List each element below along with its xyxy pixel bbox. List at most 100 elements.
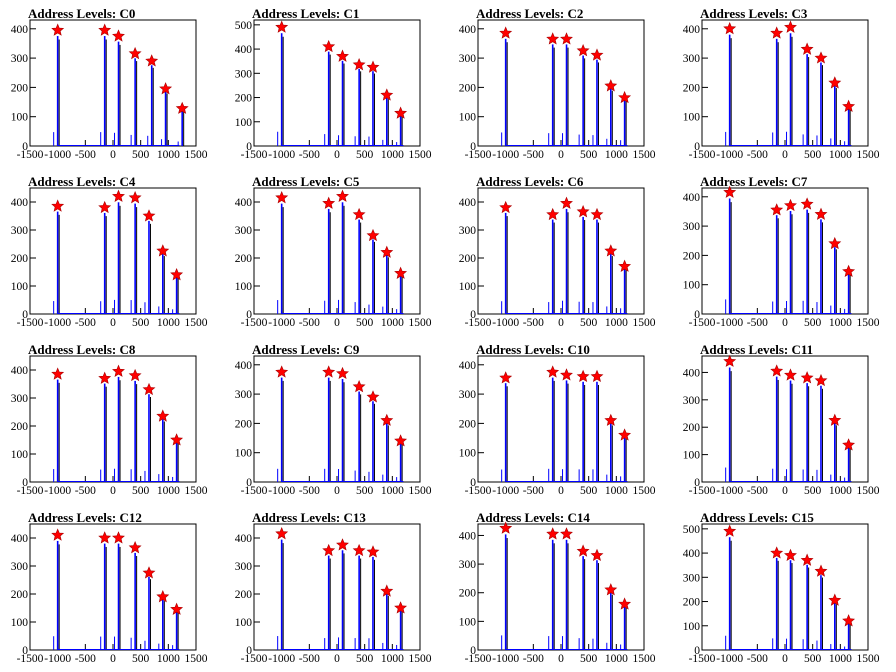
x-tick-label: -1500 bbox=[241, 317, 268, 329]
panel-title: Address Levels: C4 bbox=[28, 174, 136, 189]
chart-panel: 0 100 200 300 400 -1500 -1000 -500 0 500 1000 1500 A… bbox=[0, 336, 224, 504]
y-tick-label: 0 bbox=[246, 645, 252, 657]
peak-marker bbox=[366, 60, 380, 73]
y-tick-label: 0 bbox=[246, 309, 252, 321]
x-tick-label: 1500 bbox=[857, 317, 880, 329]
x-tick-label: -500 bbox=[747, 317, 768, 329]
y-tick-label: 100 bbox=[11, 112, 29, 124]
x-tick-label: 500 bbox=[580, 653, 598, 665]
x-tick-label: -1000 bbox=[268, 149, 295, 161]
x-tick-label: -1500 bbox=[689, 485, 716, 497]
x-tick-label: -500 bbox=[75, 485, 96, 497]
x-tick-label: 0 bbox=[558, 149, 564, 161]
x-tick-label: 500 bbox=[132, 653, 150, 665]
x-tick-label: 0 bbox=[334, 317, 340, 329]
peak-marker bbox=[723, 524, 737, 537]
x-tick-label: 1500 bbox=[633, 317, 656, 329]
peak-marker bbox=[51, 199, 65, 212]
peak-marker bbox=[352, 207, 366, 221]
peak-marker bbox=[112, 29, 125, 42]
x-tick-label: -500 bbox=[523, 149, 544, 161]
peak-marker bbox=[770, 26, 784, 39]
x-tick-label: -1000 bbox=[268, 485, 295, 497]
peak-marker bbox=[560, 527, 573, 540]
x-tick-label: 500 bbox=[580, 317, 598, 329]
peak-marker bbox=[590, 548, 604, 562]
y-tick-label: 100 bbox=[683, 450, 701, 462]
x-tick-label: -1500 bbox=[17, 317, 44, 329]
x-tick-label: -500 bbox=[299, 149, 320, 161]
panel-title: Address Levels: C2 bbox=[476, 6, 584, 21]
x-tick-label: 500 bbox=[132, 149, 150, 161]
x-tick-label: -1500 bbox=[241, 653, 268, 665]
peak-marker bbox=[336, 189, 349, 202]
y-tick-label: 0 bbox=[694, 141, 700, 153]
x-tick-label: 1000 bbox=[605, 149, 628, 161]
peak-marker bbox=[112, 364, 125, 377]
peak-marker bbox=[770, 546, 784, 559]
y-tick-label: 0 bbox=[694, 309, 700, 321]
peak-marker bbox=[142, 382, 156, 396]
panel-title: Address Levels: C9 bbox=[252, 342, 360, 357]
y-tick-label: 0 bbox=[246, 141, 252, 153]
x-tick-label: -1000 bbox=[268, 653, 295, 665]
x-tick-label: -500 bbox=[523, 317, 544, 329]
plot-frame bbox=[701, 523, 869, 651]
peak-marker bbox=[576, 44, 590, 57]
plot-frame bbox=[701, 355, 869, 483]
x-tick-label: 1500 bbox=[409, 485, 432, 497]
y-tick-label: 200 bbox=[235, 418, 253, 430]
x-tick-label: -1500 bbox=[17, 149, 44, 161]
x-tick-label: 1500 bbox=[857, 149, 880, 161]
y-tick-label: 300 bbox=[683, 53, 701, 65]
x-tick-label: 1000 bbox=[829, 317, 852, 329]
x-tick-label: -1500 bbox=[689, 653, 716, 665]
peak-marker bbox=[546, 527, 560, 540]
panel-title: Address Levels: C7 bbox=[700, 174, 808, 189]
plot-frame bbox=[477, 355, 645, 483]
y-tick-label: 300 bbox=[459, 225, 477, 237]
x-tick-label: 1000 bbox=[381, 317, 404, 329]
peak-marker bbox=[394, 434, 408, 447]
peak-marker bbox=[98, 531, 112, 544]
y-tick-label: 300 bbox=[683, 572, 701, 584]
x-tick-label: -1000 bbox=[716, 485, 743, 497]
x-tick-label: 1500 bbox=[185, 653, 208, 665]
y-tick-label: 100 bbox=[235, 117, 253, 129]
peak-marker bbox=[366, 545, 380, 558]
chart-panel: 0 100 200 300 400 -1500 -1000 -500 0 500 1000 1500 A… bbox=[448, 504, 672, 672]
x-tick-label: 500 bbox=[356, 317, 374, 329]
x-tick-label: 0 bbox=[782, 149, 788, 161]
x-tick-label: -1000 bbox=[492, 317, 519, 329]
x-tick-label: 1500 bbox=[185, 317, 208, 329]
peak-marker bbox=[842, 264, 856, 278]
y-tick-label: 400 bbox=[235, 533, 253, 545]
x-tick-label: -1500 bbox=[241, 149, 268, 161]
histogram-plot: 0 100 200 300 400 -1500 -1000 -500 0 500 1000 1500 bbox=[11, 19, 208, 161]
panel-title: Address Levels: C0 bbox=[28, 6, 136, 21]
x-tick-label: 500 bbox=[356, 653, 374, 665]
peak-marker bbox=[499, 371, 513, 384]
x-tick-label: 0 bbox=[782, 653, 788, 665]
chart-panel: 0 100 200 300 400 -1500 -1000 -500 0 500 1000 1500 A… bbox=[0, 0, 224, 168]
x-tick-label: -1000 bbox=[44, 485, 71, 497]
y-tick-label: 400 bbox=[683, 548, 701, 560]
x-tick-label: 0 bbox=[334, 149, 340, 161]
peak-marker bbox=[145, 54, 159, 67]
peak-marker bbox=[380, 245, 394, 258]
plot-frame bbox=[29, 19, 197, 147]
panel-title: Address Levels: C13 bbox=[252, 510, 366, 525]
histogram-plot: 0 100 200 300 400 -1500 -1000 -500 0 500 1000 1500 bbox=[459, 355, 656, 497]
peak-marker bbox=[98, 23, 112, 36]
x-tick-label: 0 bbox=[782, 485, 788, 497]
histogram-plot: 0 100 200 300 400 -1500 -1000 -500 0 500 1000 1500 bbox=[459, 521, 656, 665]
x-tick-label: 1000 bbox=[829, 149, 852, 161]
peak-marker bbox=[156, 590, 170, 603]
peak-marker bbox=[170, 268, 184, 281]
y-tick-label: 400 bbox=[235, 44, 253, 56]
x-tick-label: 1000 bbox=[381, 149, 404, 161]
peak-marker bbox=[814, 207, 828, 220]
y-tick-label: 300 bbox=[459, 53, 477, 65]
x-tick-label: 0 bbox=[110, 485, 116, 497]
